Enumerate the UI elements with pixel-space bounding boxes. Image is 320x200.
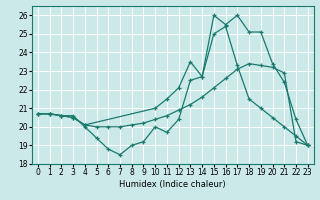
- X-axis label: Humidex (Indice chaleur): Humidex (Indice chaleur): [119, 180, 226, 189]
